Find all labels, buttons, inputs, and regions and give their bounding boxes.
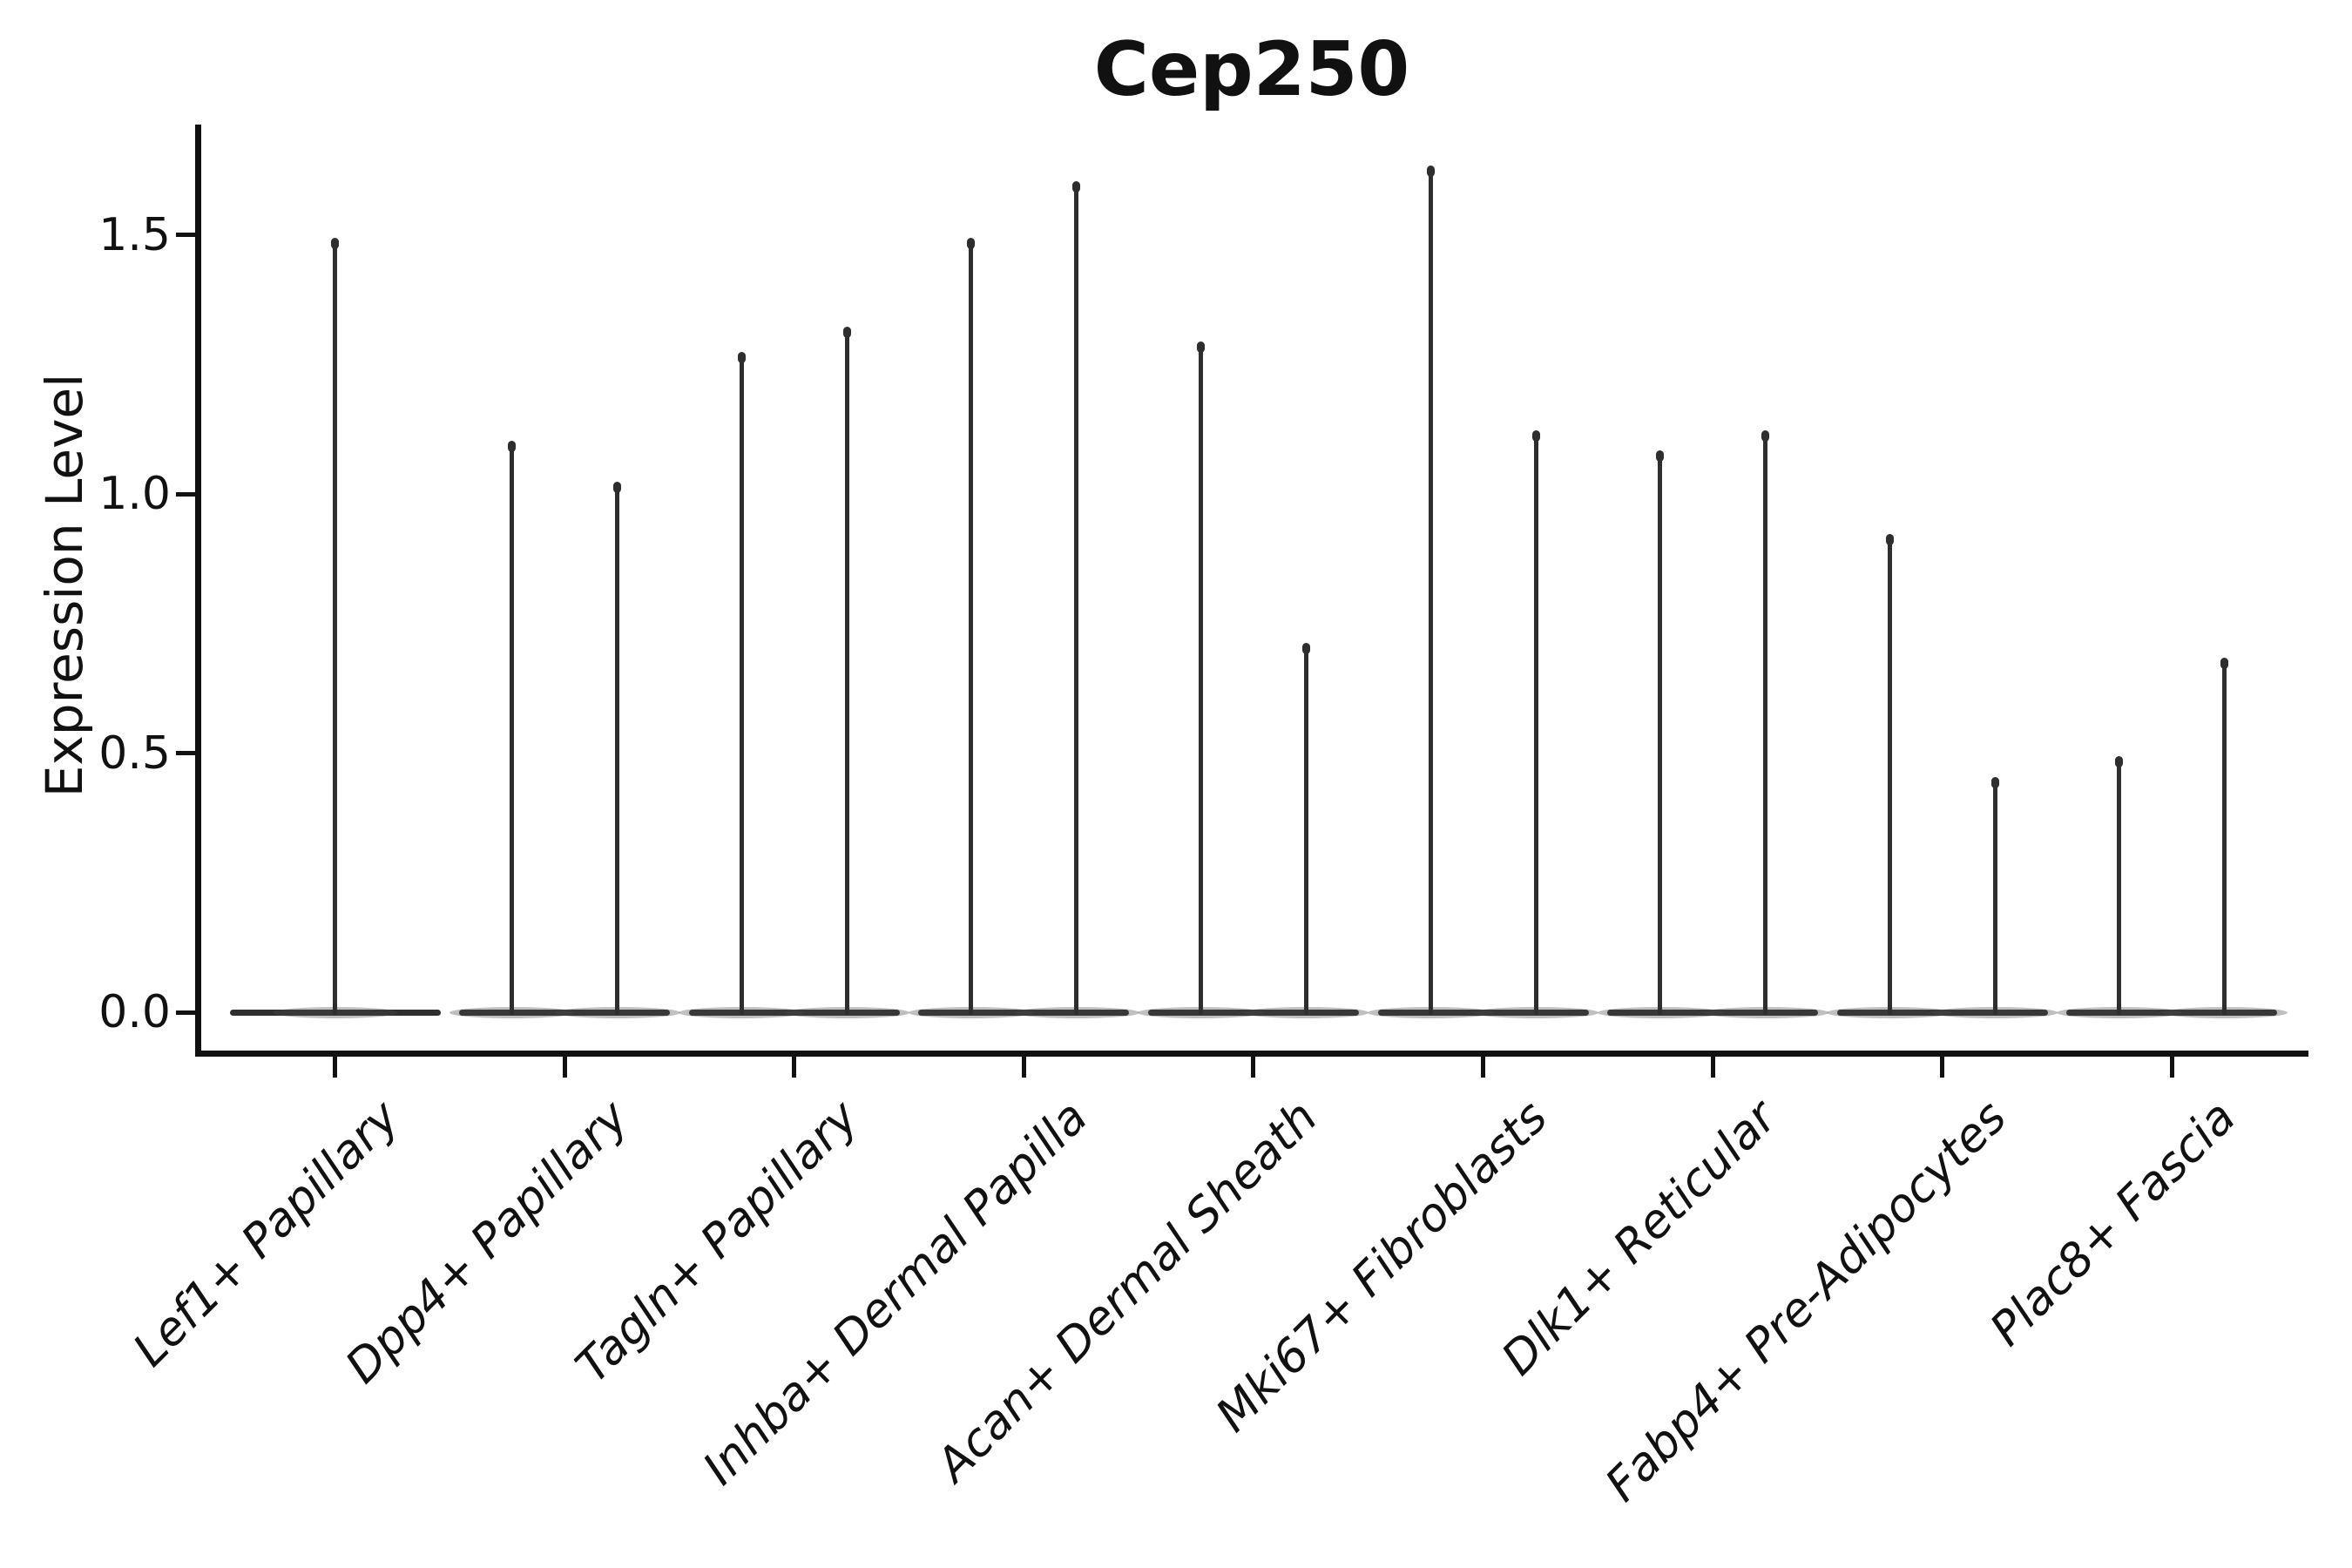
y-tick-label: 0.0 xyxy=(98,986,171,1038)
violin-base xyxy=(1836,1009,2048,1016)
violin-spike xyxy=(510,442,515,1015)
chart-title: Cep250 xyxy=(1093,26,1410,113)
violin-spike-tip xyxy=(737,352,746,364)
x-tick xyxy=(1940,1057,1945,1078)
violin-spike xyxy=(1763,431,1768,1015)
violin-spike-tip xyxy=(613,482,622,494)
x-tick-label: Tagln+ Papillary xyxy=(565,1091,868,1394)
violin-spike xyxy=(1198,343,1203,1015)
x-tick xyxy=(1021,1057,1026,1078)
violin-spike xyxy=(1428,167,1433,1015)
violin-spike xyxy=(1533,431,1538,1015)
violin-spike-tip xyxy=(1301,642,1310,654)
violin-base xyxy=(688,1009,900,1016)
x-tick xyxy=(1710,1057,1715,1078)
y-tick xyxy=(176,751,195,755)
y-tick-label: 0.5 xyxy=(98,727,171,780)
bottom-spine xyxy=(195,1051,2308,1057)
x-tick-label: Dpp4+ Papillary xyxy=(335,1091,639,1394)
violin-spike xyxy=(1887,535,1892,1015)
violin-base xyxy=(1607,1009,1819,1016)
violin-spike-tip xyxy=(1761,429,1770,442)
violin-spike-tip xyxy=(1531,429,1540,442)
x-tick xyxy=(562,1057,567,1078)
x-tick-label: Inhba+ Dermal Papilla xyxy=(693,1091,1098,1496)
x-tick xyxy=(333,1057,337,1078)
violin-spike-tip xyxy=(1656,450,1665,463)
violin-spike xyxy=(1074,183,1079,1015)
violin-spike-tip xyxy=(1196,341,1205,354)
violin-spike xyxy=(969,240,974,1015)
violin-spike-tip xyxy=(1990,777,1999,789)
y-tick-label: 1.0 xyxy=(98,468,171,520)
violin-base xyxy=(1377,1009,1589,1016)
x-tick xyxy=(1481,1057,1485,1078)
violin-spike-tip xyxy=(2220,658,2229,670)
violin-spike-tip xyxy=(842,326,851,338)
violin-spike xyxy=(739,354,744,1015)
violin-spike xyxy=(1303,644,1308,1015)
violin-spike xyxy=(615,483,620,1015)
violin-spike xyxy=(2117,758,2122,1015)
x-tick-label: Mki67+ Fibroblasts xyxy=(1206,1091,1558,1443)
x-tick xyxy=(1251,1057,1256,1078)
violin-spike-tip xyxy=(331,238,339,250)
y-tick xyxy=(176,491,195,497)
violin-spike-tip xyxy=(508,440,517,452)
y-tick-label: 1.5 xyxy=(98,208,171,261)
violin-base xyxy=(459,1009,671,1016)
x-tick-label: Acan+ Dermal Sheath xyxy=(926,1091,1328,1492)
x-tick xyxy=(792,1057,797,1078)
x-tick-label: Plac8+ Fascia xyxy=(1980,1091,2247,1356)
violin-spike-tip xyxy=(1885,533,1894,545)
violin-base xyxy=(918,1009,1130,1016)
violin-base xyxy=(2066,1009,2278,1016)
x-tick xyxy=(2169,1057,2174,1078)
violin-spike xyxy=(2222,659,2227,1015)
left-spine xyxy=(195,125,201,1057)
violin-spike-tip xyxy=(967,238,976,250)
violin-spike xyxy=(333,240,337,1015)
violin-spike-tip xyxy=(2115,756,2124,768)
violin-spike xyxy=(844,328,849,1015)
x-tick-label: Dlk1+ Reticular xyxy=(1491,1091,1788,1386)
y-tick xyxy=(176,233,195,237)
x-tick-label: Fabp4+ Pre-Adipocytes xyxy=(1595,1091,2017,1512)
violin-spike xyxy=(1658,452,1663,1015)
violin-spike-tip xyxy=(1426,166,1435,178)
violin-spike-tip xyxy=(1072,181,1081,193)
violin-spike xyxy=(1992,779,1997,1015)
violin-base xyxy=(1147,1009,1359,1016)
y-tick xyxy=(176,1010,195,1015)
